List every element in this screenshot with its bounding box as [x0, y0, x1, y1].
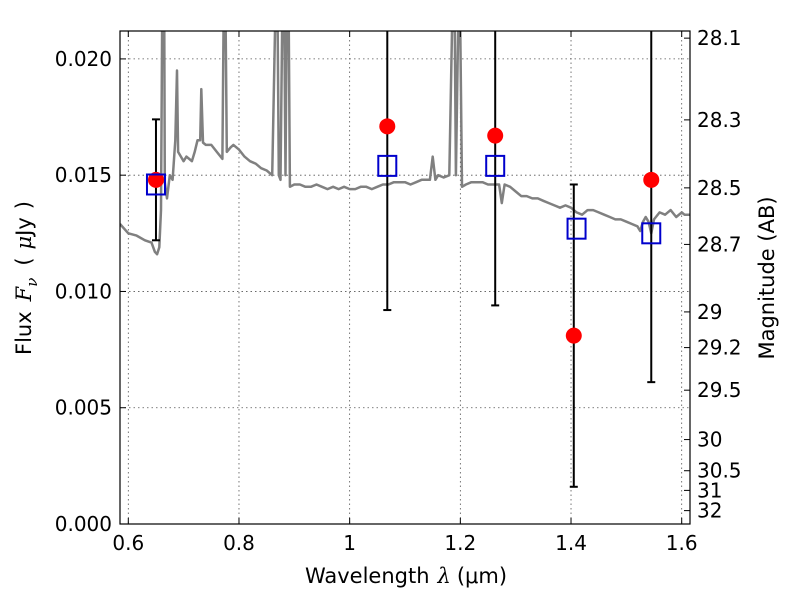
y2-tick-label: 29: [697, 300, 722, 324]
y2-tick-label: 28.5: [697, 176, 742, 200]
observed-flux-point: [565, 327, 582, 344]
plot-frame: [119, 30, 691, 525]
y-tick-label: 0.010: [55, 279, 112, 303]
y-tick-label: 0.005: [55, 396, 112, 420]
observed-flux-series: [147, 118, 660, 344]
y2-tick-label: 32: [697, 499, 722, 523]
sed-model-series: [120, 31, 690, 256]
y2-tick-label: 28.7: [697, 232, 742, 256]
y2-tick-label: 30.5: [697, 459, 742, 483]
x-tick-label: 0.6: [112, 531, 144, 555]
model-photometry-point: [377, 154, 398, 177]
observed-flux-point: [147, 171, 164, 188]
axis-ticks: 0.6 0.8 1 1.2 1.4 1.6 0.000 0.005 0.010 0.015 0.02…: [55, 26, 742, 555]
model-photometry-point: [641, 222, 662, 245]
model-photometry-point: [566, 217, 587, 240]
observed-flux-point: [379, 118, 396, 135]
x-tick-label: 1.2: [444, 531, 476, 555]
y2-axis-title: Magnitude (AB): [755, 196, 779, 359]
grid: [120, 31, 690, 524]
model-photometry-series: [145, 154, 662, 245]
sed-model-line: [120, 31, 690, 256]
y-tick-label: 0.015: [55, 163, 112, 187]
x-axis-title: Wavelength λ (μm): [305, 564, 507, 588]
observed-errorbars: [151, 31, 656, 488]
model-photometry-point: [145, 173, 166, 196]
y2-tick-label: 28.3: [697, 108, 742, 132]
x-tick-label: 1.6: [666, 531, 698, 555]
y2-tick-label: 29.5: [697, 378, 742, 402]
y-axis-title: FluxFν(μJy): [12, 201, 41, 355]
x-tick-label: 1.4: [555, 531, 587, 555]
observed-flux-point: [643, 171, 660, 188]
model-photometry-point: [485, 154, 506, 177]
y2-tick-label: 29.2: [697, 336, 742, 360]
y-tick-label: 0.000: [55, 512, 112, 536]
x-tick-label: 0.8: [223, 531, 255, 555]
y2-tick-label: 28.1: [697, 26, 742, 50]
y-tick-label: 0.020: [55, 47, 112, 71]
x-tick-label: 1: [343, 531, 356, 555]
y2-tick-label: 30: [697, 428, 722, 452]
y2-tick-label: 31: [697, 478, 722, 502]
observed-flux-point: [487, 127, 504, 144]
